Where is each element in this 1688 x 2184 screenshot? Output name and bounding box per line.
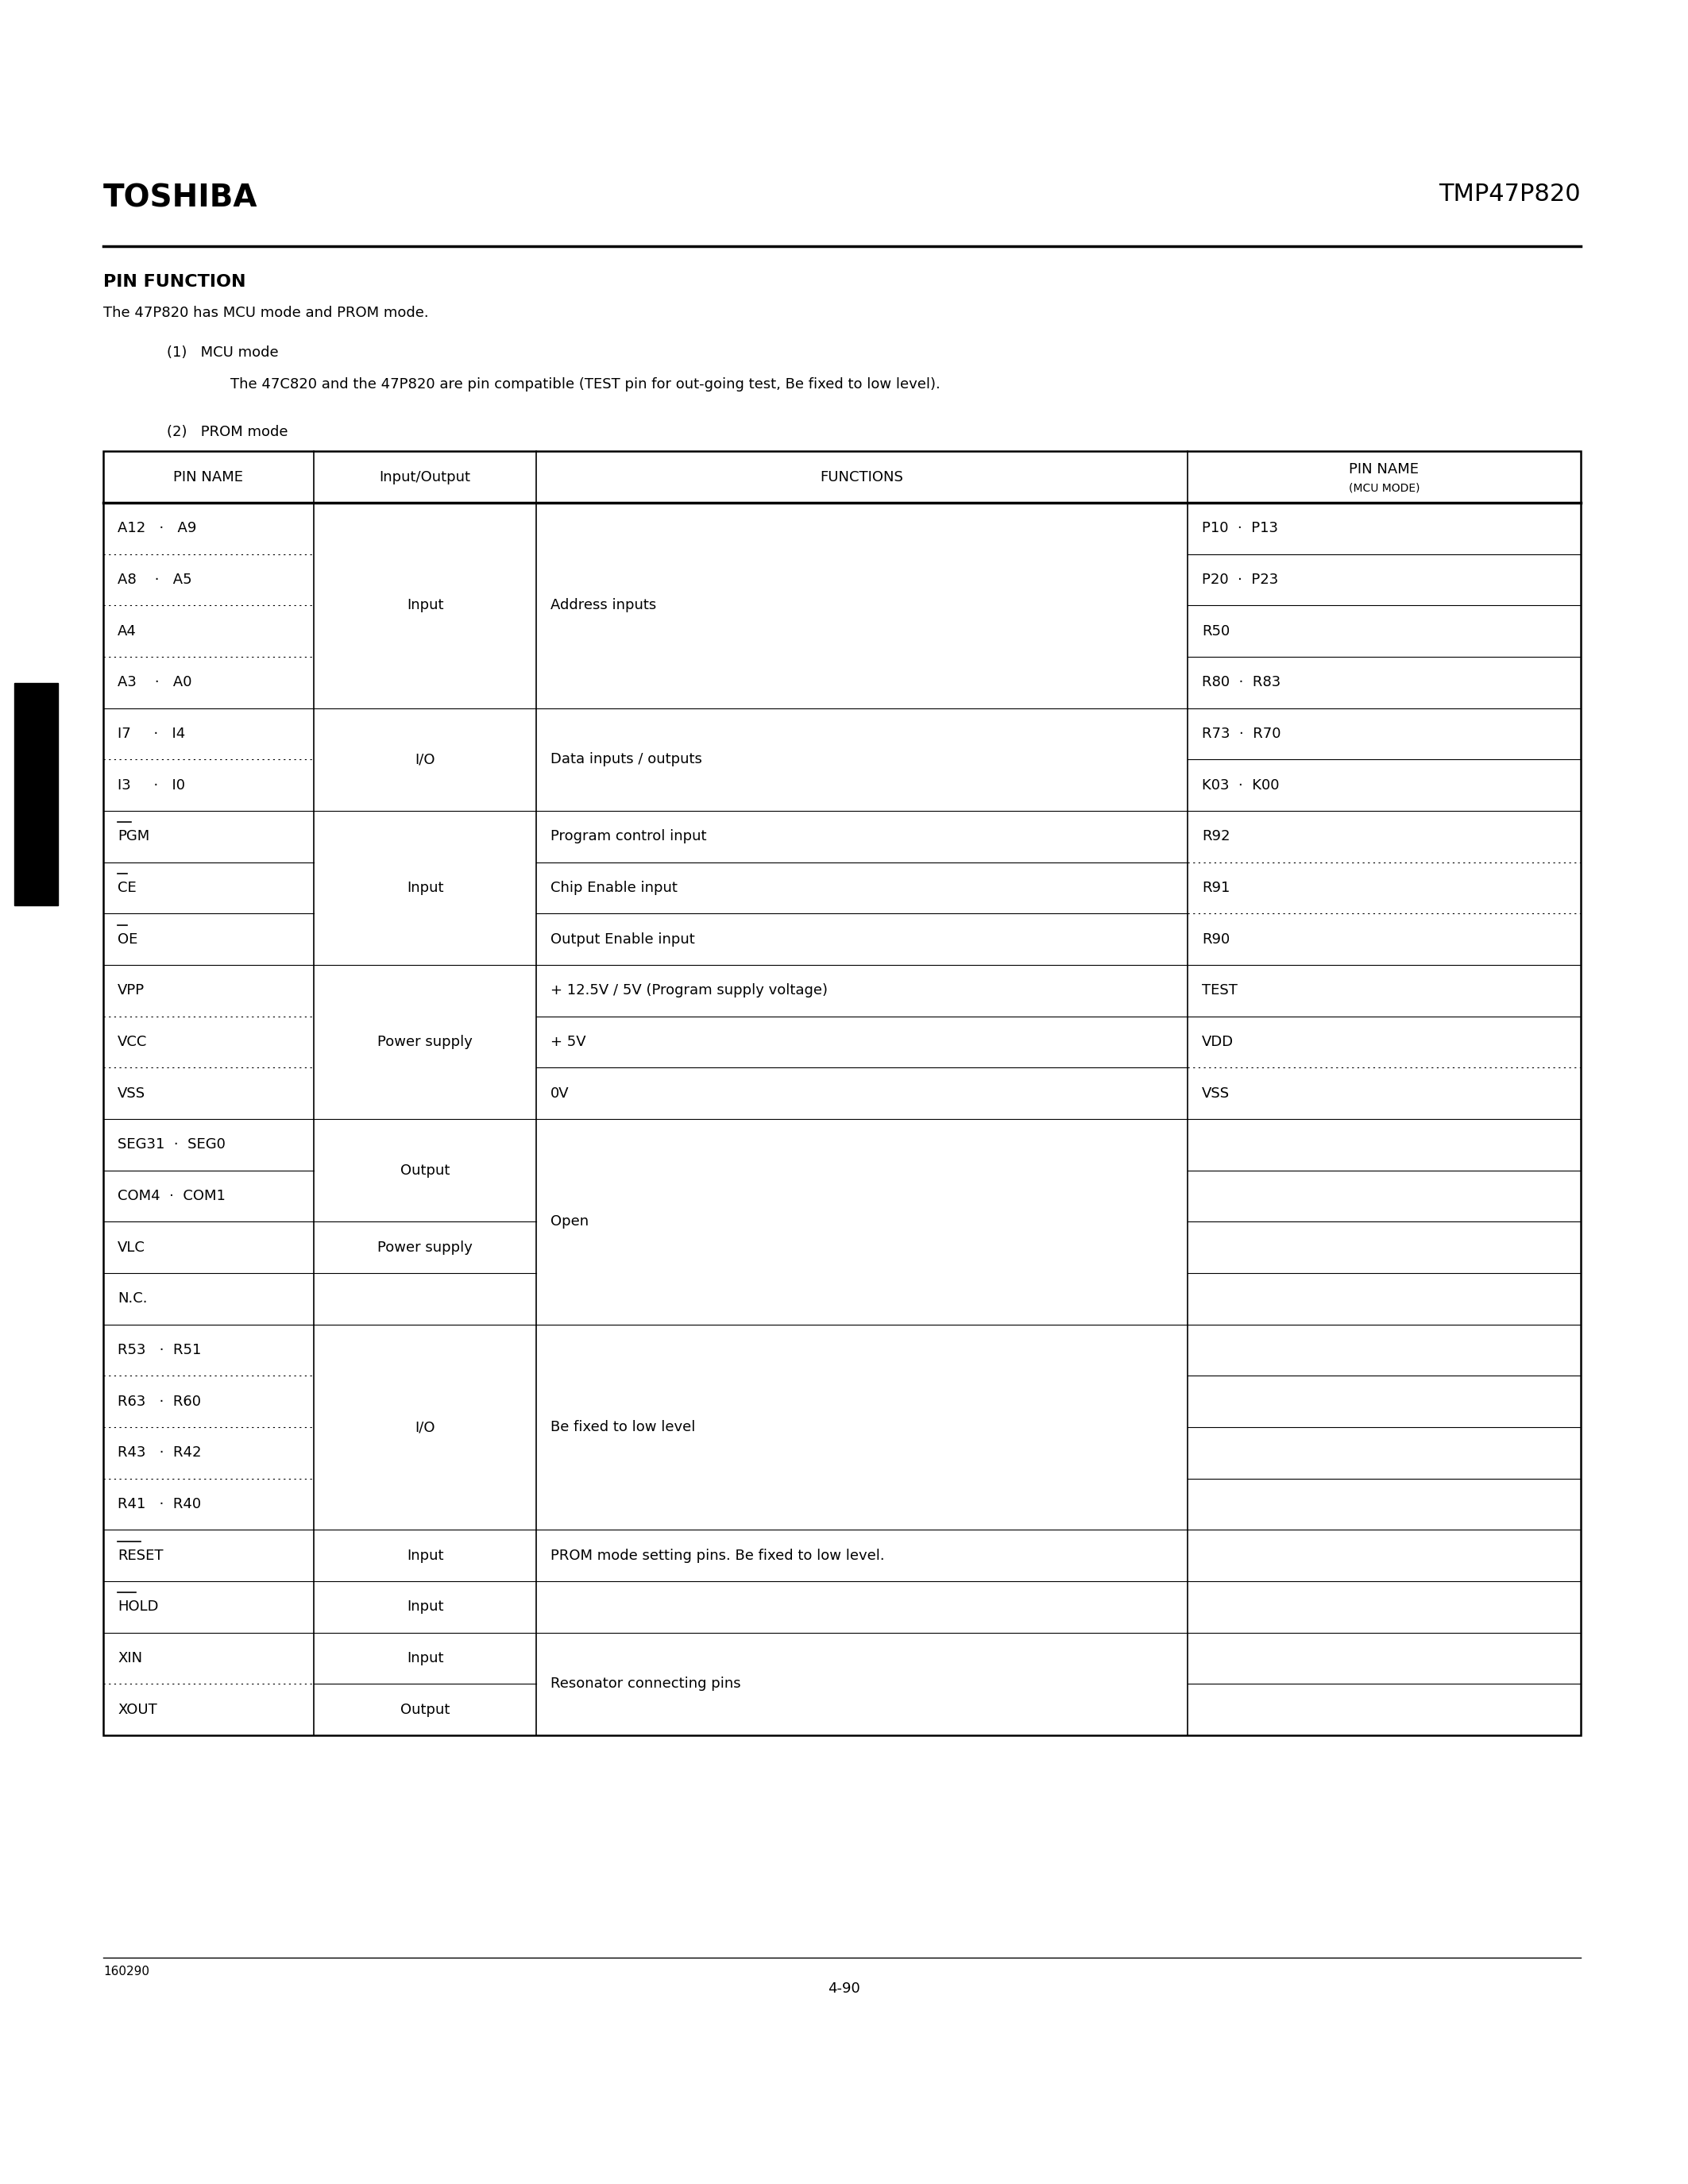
- Text: PIN NAME: PIN NAME: [1349, 461, 1420, 476]
- Text: Input/Output: Input/Output: [380, 470, 471, 485]
- Text: R43   ·  R42: R43 · R42: [118, 1446, 201, 1459]
- Text: The 47C820 and the 47P820 are pin compatible (TEST pin for out-going test, Be fi: The 47C820 and the 47P820 are pin compat…: [230, 378, 940, 391]
- Text: PROM mode setting pins. Be fixed to low level.: PROM mode setting pins. Be fixed to low …: [550, 1548, 885, 1564]
- Text: I/O: I/O: [415, 751, 436, 767]
- Text: Input: Input: [407, 1548, 444, 1564]
- Text: K03  ·  K00: K03 · K00: [1202, 778, 1280, 793]
- Text: A4: A4: [118, 625, 137, 638]
- Text: P10  ·  P13: P10 · P13: [1202, 522, 1278, 535]
- Text: R90: R90: [1202, 933, 1231, 946]
- Text: Chip Enable input: Chip Enable input: [550, 880, 677, 895]
- Text: CE: CE: [118, 880, 137, 895]
- Text: I3     ·   I0: I3 · I0: [118, 778, 186, 793]
- Text: R80  ·  R83: R80 · R83: [1202, 675, 1281, 690]
- Text: R53   ·  R51: R53 · R51: [118, 1343, 201, 1356]
- Text: Program control input: Program control input: [550, 830, 707, 843]
- Text: N.C.: N.C.: [118, 1291, 147, 1306]
- Text: 160290: 160290: [103, 1966, 149, 1977]
- Text: XOUT: XOUT: [118, 1704, 157, 1717]
- Text: Resonator connecting pins: Resonator connecting pins: [550, 1677, 741, 1690]
- Text: (2)   PROM mode: (2) PROM mode: [167, 426, 289, 439]
- Text: TMP47P820: TMP47P820: [1438, 183, 1580, 205]
- Bar: [103, 452, 1580, 1736]
- Text: 0V: 0V: [550, 1085, 569, 1101]
- Text: PGM: PGM: [118, 830, 150, 843]
- Text: TOSHIBA: TOSHIBA: [103, 183, 258, 212]
- Text: VCC: VCC: [118, 1035, 147, 1048]
- Text: Output: Output: [400, 1704, 449, 1717]
- Text: 4-90: 4-90: [827, 1981, 859, 1996]
- Text: R50: R50: [1202, 625, 1231, 638]
- Text: COM4  ·  COM1: COM4 · COM1: [118, 1188, 226, 1203]
- Text: Output: Output: [400, 1164, 449, 1177]
- Text: HOLD: HOLD: [118, 1599, 159, 1614]
- Text: Input: Input: [407, 598, 444, 612]
- Text: OE: OE: [118, 933, 138, 946]
- Text: Be fixed to low level: Be fixed to low level: [550, 1420, 695, 1435]
- Text: TEST: TEST: [1202, 983, 1237, 998]
- Text: R92: R92: [1202, 830, 1231, 843]
- Text: VPP: VPP: [118, 983, 145, 998]
- Text: Output Enable input: Output Enable input: [550, 933, 695, 946]
- Bar: [14, 684, 57, 906]
- Text: + 5V: + 5V: [550, 1035, 586, 1048]
- Text: PIN NAME: PIN NAME: [174, 470, 243, 485]
- Text: R41   ·  R40: R41 · R40: [118, 1496, 201, 1511]
- Text: SEG31  ·  SEG0: SEG31 · SEG0: [118, 1138, 226, 1151]
- Text: R63   ·  R60: R63 · R60: [118, 1393, 201, 1409]
- Text: (1)   MCU mode: (1) MCU mode: [167, 345, 279, 360]
- Text: Input: Input: [407, 880, 444, 895]
- Text: VDD: VDD: [1202, 1035, 1234, 1048]
- Text: Address inputs: Address inputs: [550, 598, 657, 612]
- Text: I7     ·   I4: I7 · I4: [118, 727, 186, 740]
- Text: Input: Input: [407, 1599, 444, 1614]
- Text: VSS: VSS: [118, 1085, 145, 1101]
- Text: RESET: RESET: [118, 1548, 164, 1564]
- Text: VSS: VSS: [1202, 1085, 1231, 1101]
- Text: Input: Input: [407, 1651, 444, 1666]
- Text: P20  ·  P23: P20 · P23: [1202, 572, 1278, 587]
- Text: A3    ·   A0: A3 · A0: [118, 675, 192, 690]
- Text: The 47P820 has MCU mode and PROM mode.: The 47P820 has MCU mode and PROM mode.: [103, 306, 429, 321]
- Text: PIN FUNCTION: PIN FUNCTION: [103, 273, 246, 290]
- Text: VLC: VLC: [118, 1241, 145, 1254]
- Text: R73  ·  R70: R73 · R70: [1202, 727, 1281, 740]
- Text: I/O: I/O: [415, 1420, 436, 1435]
- Text: + 12.5V / 5V (Program supply voltage): + 12.5V / 5V (Program supply voltage): [550, 983, 827, 998]
- Text: FUNCTIONS: FUNCTIONS: [820, 470, 903, 485]
- Text: Open: Open: [550, 1214, 589, 1230]
- Text: R91: R91: [1202, 880, 1231, 895]
- Text: (MCU MODE): (MCU MODE): [1349, 483, 1420, 494]
- Text: A12   ·   A9: A12 · A9: [118, 522, 196, 535]
- Text: Data inputs / outputs: Data inputs / outputs: [550, 751, 702, 767]
- Text: Power supply: Power supply: [378, 1035, 473, 1048]
- Text: A8    ·   A5: A8 · A5: [118, 572, 192, 587]
- Text: XIN: XIN: [118, 1651, 142, 1666]
- Text: Power supply: Power supply: [378, 1241, 473, 1254]
